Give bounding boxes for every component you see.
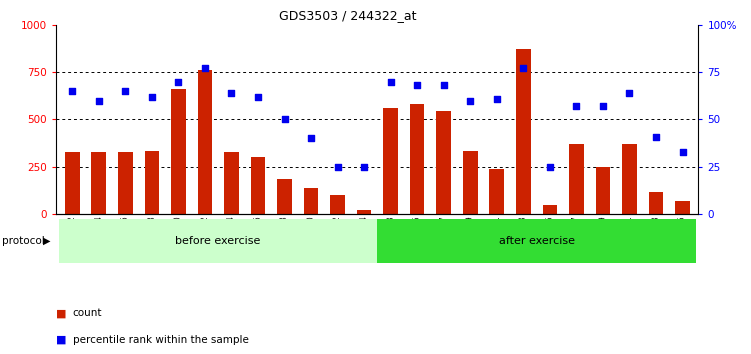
Bar [144,151,159,214]
Text: after exercise: after exercise [499,236,575,246]
Text: count: count [73,308,102,318]
Bar [377,219,695,263]
Text: protocol: protocol [2,236,45,246]
Bar [303,188,318,214]
Point [173,79,185,84]
Point [385,79,397,84]
Text: percentile rank within the sample: percentile rank within the sample [73,335,249,345]
Bar [596,167,611,214]
Point [438,82,450,88]
Point [517,65,529,71]
Text: ■: ■ [56,335,67,345]
Bar [330,195,345,214]
Bar [171,89,185,214]
Point [464,98,476,103]
Point [490,96,502,102]
Point [650,134,662,139]
Bar [224,152,239,214]
Bar [65,152,80,214]
Bar [383,108,398,214]
Bar [463,151,478,214]
Point [544,164,556,170]
Text: GDS3503 / 244322_at: GDS3503 / 244322_at [279,9,416,22]
Bar [92,152,106,214]
Bar [622,144,637,214]
Bar [675,201,690,214]
Bar [542,205,557,214]
Bar [357,210,372,214]
Point [93,98,105,103]
Text: ■: ■ [56,308,67,318]
Bar [118,152,133,214]
Bar [410,104,424,214]
Bar [198,70,213,214]
Bar [277,179,292,214]
Bar [436,111,451,214]
Point [119,88,131,94]
Bar [649,192,663,214]
Bar [490,169,504,214]
Text: ▶: ▶ [43,236,50,246]
Point [252,94,264,99]
Point [332,164,344,170]
Point [358,164,370,170]
Bar [569,144,584,214]
Point [279,116,291,122]
Point [411,82,423,88]
Point [66,88,78,94]
Point [146,94,158,99]
Point [623,90,635,96]
Bar [516,50,531,214]
Bar [59,219,377,263]
Point [570,103,582,109]
Point [677,149,689,154]
Point [597,103,609,109]
Text: before exercise: before exercise [176,236,261,246]
Bar [251,157,265,214]
Point [199,65,211,71]
Point [225,90,237,96]
Point [305,136,317,141]
